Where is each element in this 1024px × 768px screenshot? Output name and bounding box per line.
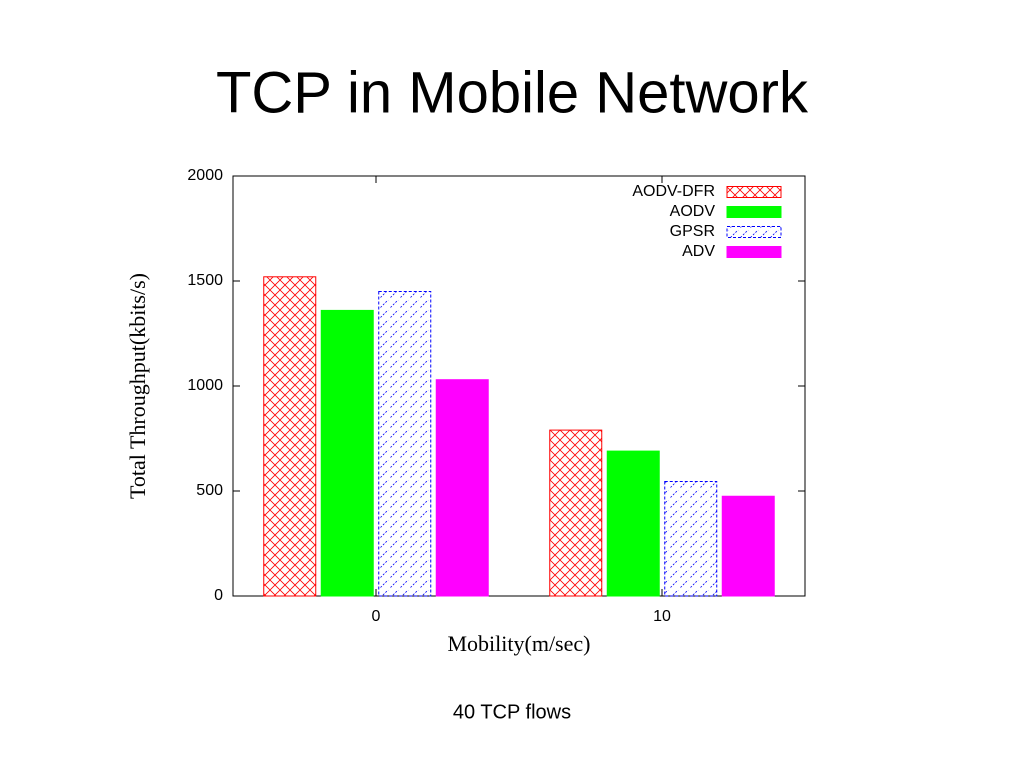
y-tick-label: 1000	[187, 377, 223, 394]
legend-swatch	[726, 186, 782, 198]
legend-label: ADV	[682, 243, 715, 260]
legend-label: AODV-DFR	[632, 183, 715, 200]
plot-frame	[232, 175, 806, 597]
x-tick-label: 10	[653, 608, 671, 625]
bar	[320, 309, 374, 597]
legend-swatch	[726, 206, 782, 218]
legend-label: AODV	[670, 203, 716, 220]
caption: 40 TCP flows	[453, 701, 571, 723]
slide-title: TCP in Mobile Network	[216, 60, 809, 125]
legend-swatch	[726, 246, 782, 258]
y-tick-label: 2000	[187, 167, 223, 184]
bar	[378, 291, 432, 597]
x-axis-label: Mobility(m/sec)	[448, 631, 591, 656]
x-tick-label: 0	[372, 608, 381, 625]
legend-label: GPSR	[670, 223, 715, 240]
y-tick-label: 500	[196, 482, 223, 499]
y-axis-label: Total Throughput(kbits/s)	[125, 273, 150, 499]
bar	[263, 276, 317, 597]
y-tick-label: 0	[214, 587, 223, 604]
bar	[664, 481, 718, 597]
bar	[721, 495, 775, 597]
bar	[435, 379, 489, 597]
bar	[606, 450, 660, 597]
legend-swatch	[726, 226, 782, 238]
bar	[549, 429, 603, 597]
y-tick-label: 1500	[187, 272, 223, 289]
